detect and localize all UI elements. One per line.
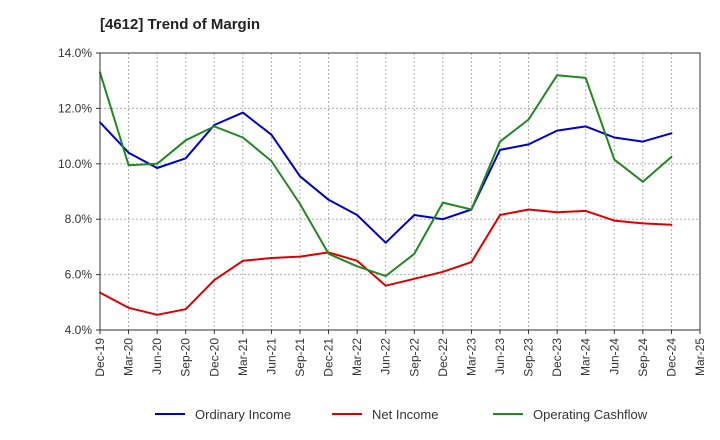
x-axis-tick-labels: Dec-19 Mar-20 Jun-20 Sep-20 Dec-20 Mar-21 Jun-…	[93, 330, 707, 377]
x-tick-label: Sep-24	[636, 338, 650, 377]
x-tick-label: Mar-23	[464, 338, 478, 376]
x-tick-label: Dec-20	[207, 338, 221, 377]
x-tick-label: Mar-22	[350, 338, 364, 376]
x-tick-label: Dec-21	[322, 338, 336, 377]
legend-label-operating-cashflow: Operating Cashflow	[533, 407, 648, 422]
x-tick-label: Mar-24	[579, 338, 593, 376]
x-tick-label: Dec-22	[436, 338, 450, 377]
x-tick-label: Jun-24	[607, 338, 621, 375]
y-tick-label: 12.0%	[58, 101, 92, 115]
x-tick-label: Jun-21	[264, 338, 278, 375]
y-tick-label: 4.0%	[65, 323, 93, 337]
series-line-ordinary-income	[99, 111, 673, 244]
legend-label-net-income: Net Income	[372, 407, 438, 422]
series-lines	[99, 71, 673, 316]
x-tick-label: Mar-21	[236, 338, 250, 376]
chart-title: [4612] Trend of Margin	[100, 16, 260, 33]
y-tick-label: 8.0%	[65, 212, 93, 226]
x-tick-label: Jun-22	[379, 338, 393, 375]
x-tick-label: Dec-24	[664, 338, 678, 377]
grid-lines	[100, 53, 700, 330]
series-line-operating-cashflow	[99, 71, 673, 277]
x-tick-label: Mar-20	[122, 338, 136, 376]
y-tick-label: 14.0%	[58, 46, 92, 60]
x-tick-label: Mar-25	[693, 338, 707, 376]
x-tick-label: Jun-20	[150, 338, 164, 375]
x-tick-label: Sep-23	[522, 338, 536, 377]
x-tick-label: Sep-22	[407, 338, 421, 377]
legend: Ordinary Income Net Income Operating Cashf…	[155, 407, 648, 422]
x-tick-label: Jun-23	[493, 338, 507, 375]
x-tick-label: Sep-20	[179, 338, 193, 377]
y-tick-label: 10.0%	[58, 157, 92, 171]
legend-label-ordinary-income: Ordinary Income	[195, 407, 291, 422]
x-tick-label: Sep-21	[293, 338, 307, 377]
x-tick-label: Dec-23	[550, 338, 564, 377]
x-tick-label: Dec-19	[93, 338, 107, 377]
y-tick-label: 6.0%	[65, 268, 93, 282]
plot-frame	[99, 52, 701, 331]
series-line-net-income	[99, 208, 673, 316]
y-axis-tick-labels: 4.0% 6.0% 8.0% 10.0% 12.0% 14.0%	[58, 46, 100, 337]
